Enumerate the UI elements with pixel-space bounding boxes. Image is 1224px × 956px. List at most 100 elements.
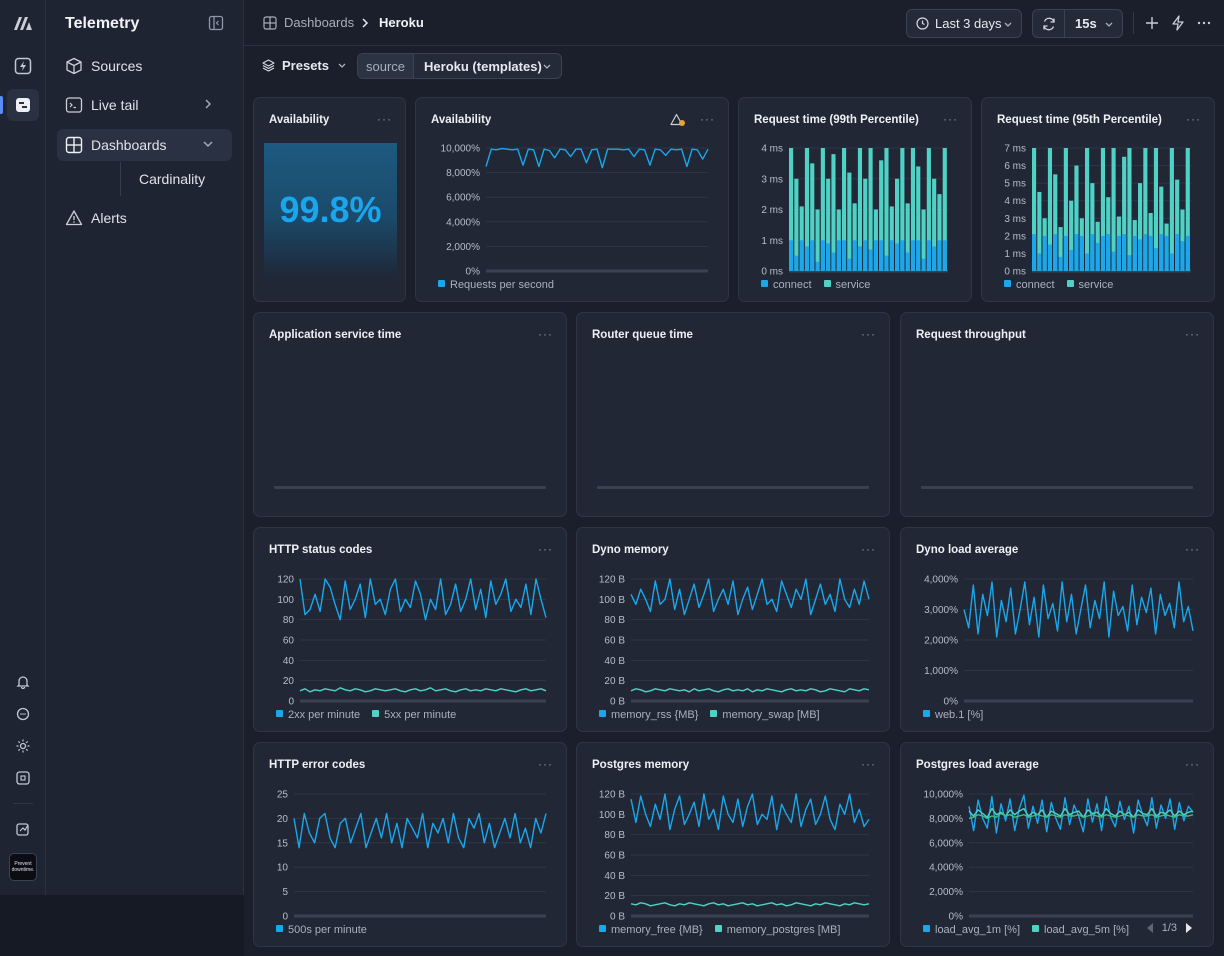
y-tick-label: 120 B — [599, 575, 625, 586]
panel-menu-button[interactable]: ··· — [1185, 757, 1200, 771]
service-bar — [815, 209, 820, 271]
legend-item[interactable]: Requests per second — [438, 279, 554, 291]
sidebar-item-label: Alerts — [91, 210, 127, 226]
source-filter[interactable]: source Heroku (templates) — [357, 53, 562, 79]
y-tick-label: 10 — [277, 863, 289, 874]
time-range-picker[interactable]: Last 3 days — [906, 9, 1022, 38]
command-icon[interactable] — [7, 762, 39, 794]
chevron-down-icon — [203, 141, 213, 147]
sun-icon[interactable] — [7, 730, 39, 762]
connect-bar — [1175, 234, 1180, 271]
chart-canvas: 120 B 100 B 80 B 60 B 40 B 20 B 0 B — [599, 575, 870, 708]
panel-menu-button[interactable]: ··· — [861, 327, 876, 341]
panel-menu-button[interactable]: ··· — [1185, 327, 1200, 341]
legend-item[interactable]: load_avg_5m [%] — [1032, 924, 1129, 936]
connect-bar — [1090, 234, 1095, 271]
source-filter-value: Heroku (templates) — [424, 58, 542, 74]
panel-menu-button[interactable]: ··· — [538, 757, 553, 771]
legend-item[interactable]: load_avg_1m [%] — [923, 924, 1020, 936]
more-icon[interactable] — [1197, 21, 1211, 25]
legend-item[interactable]: web.1 [%] — [923, 709, 983, 721]
sidebar-item-alerts[interactable]: Alerts — [57, 202, 232, 234]
panel-menu-button[interactable]: ··· — [1186, 112, 1201, 126]
chevron-left-icon[interactable] — [1146, 923, 1154, 933]
legend-item[interactable]: service — [1066, 279, 1113, 291]
panel-title: Request throughput — [916, 329, 1026, 341]
plus-icon[interactable] — [1145, 16, 1159, 30]
alert-warning-icon[interactable] — [670, 113, 686, 127]
refresh-control[interactable]: 15s — [1032, 9, 1123, 38]
sidebar-collapse-icon[interactable] — [208, 15, 226, 33]
legend-item[interactable]: memory_rss {MB} — [599, 709, 698, 721]
bolt-icon[interactable] — [1171, 15, 1185, 31]
y-tick-label: 40 B — [604, 871, 625, 882]
connect-bar — [820, 240, 825, 271]
legend-item[interactable]: 5xx per minute — [372, 709, 456, 721]
bolt-icon[interactable] — [7, 50, 39, 82]
chart-empty-baseline — [274, 486, 546, 489]
legend-item[interactable]: memory_free {MB} — [599, 924, 703, 936]
service-bar — [1053, 174, 1058, 271]
service-bar — [1058, 227, 1063, 271]
connect-bar — [932, 246, 937, 271]
connect-bar — [868, 249, 873, 271]
presets-dropdown[interactable]: Presets — [262, 58, 347, 73]
panel-menu-button[interactable]: ··· — [861, 757, 876, 771]
legend-pagination: 1/3 — [1146, 922, 1193, 934]
service-bar — [820, 148, 825, 271]
panel-application-service-time: Application service time ··· — [253, 312, 567, 517]
panel-request-throughput: Request throughput ··· — [900, 312, 1214, 517]
legend-label: memory_swap [MB] — [722, 709, 820, 721]
chart-empty-baseline — [921, 486, 1193, 489]
connect-bar — [884, 255, 889, 271]
panel-menu-button[interactable]: ··· — [538, 542, 553, 556]
chat-icon[interactable] — [7, 698, 39, 730]
y-tick-label: 10,000% — [924, 790, 964, 801]
chevron-right-icon — [362, 18, 369, 28]
chart-legend: load_avg_1m [%] load_avg_5m [%] — [923, 924, 1129, 936]
panel-router-queue-time: Router queue time ··· — [576, 312, 890, 517]
refresh-button[interactable] — [1033, 10, 1065, 37]
service-bar — [1169, 148, 1174, 271]
panel-menu-button[interactable]: ··· — [1185, 542, 1200, 556]
panel-menu-button[interactable]: ··· — [943, 112, 958, 126]
connect-bar — [1074, 234, 1079, 271]
logo-icon[interactable] — [7, 7, 39, 39]
chart-legend: memory_free {MB} memory_postgres [MB] — [599, 924, 840, 936]
sidebar-item-cardinality[interactable]: Cardinality — [139, 171, 206, 187]
legend-item[interactable]: service — [823, 279, 870, 291]
legend-item[interactable]: connect — [761, 279, 812, 291]
chart-legend: connect service — [1004, 279, 1113, 291]
breadcrumb-dashboards[interactable]: Dashboards — [284, 15, 355, 30]
connect-bar — [942, 240, 947, 271]
legend-swatch — [276, 710, 283, 717]
y-tick-label: 15 — [277, 838, 289, 849]
sidebar-item-sources[interactable]: Sources — [57, 50, 232, 82]
y-tick-label: 2,000% — [929, 887, 963, 898]
y-tick-label: 5 ms — [1004, 179, 1026, 190]
refresh-interval: 15s — [1075, 16, 1097, 31]
chevron-right-icon[interactable] — [1185, 923, 1193, 933]
avatar[interactable]: Prevent downtime. — [9, 853, 37, 881]
panel-menu-button[interactable]: ··· — [861, 542, 876, 556]
sidebar-item-live-tail[interactable]: Live tail — [57, 89, 232, 121]
import-icon[interactable] — [7, 813, 39, 845]
chart-canvas — [597, 486, 869, 489]
connect-bar — [1079, 235, 1084, 271]
legend-swatch — [1004, 280, 1011, 287]
legend-swatch — [761, 280, 768, 287]
legend-item[interactable]: memory_postgres [MB] — [714, 924, 840, 936]
bell-icon[interactable] — [7, 666, 39, 698]
chart-legend: web.1 [%] — [923, 709, 983, 721]
sidebar-item-dashboards[interactable]: Dashboards — [57, 129, 232, 161]
legend-item[interactable]: 2xx per minute — [276, 709, 360, 721]
legend-item[interactable]: connect — [1004, 279, 1055, 291]
panel-menu-button[interactable]: ··· — [538, 327, 553, 341]
legend-item[interactable]: 500s per minute — [276, 924, 367, 936]
service-bar — [1180, 209, 1185, 271]
panel-title: Application service time — [269, 329, 402, 341]
panel-menu-button[interactable]: ··· — [700, 112, 715, 126]
legend-item[interactable]: memory_swap [MB] — [710, 709, 820, 721]
panel-menu-button[interactable]: ··· — [377, 112, 392, 126]
dashboard-icon[interactable] — [7, 89, 39, 121]
